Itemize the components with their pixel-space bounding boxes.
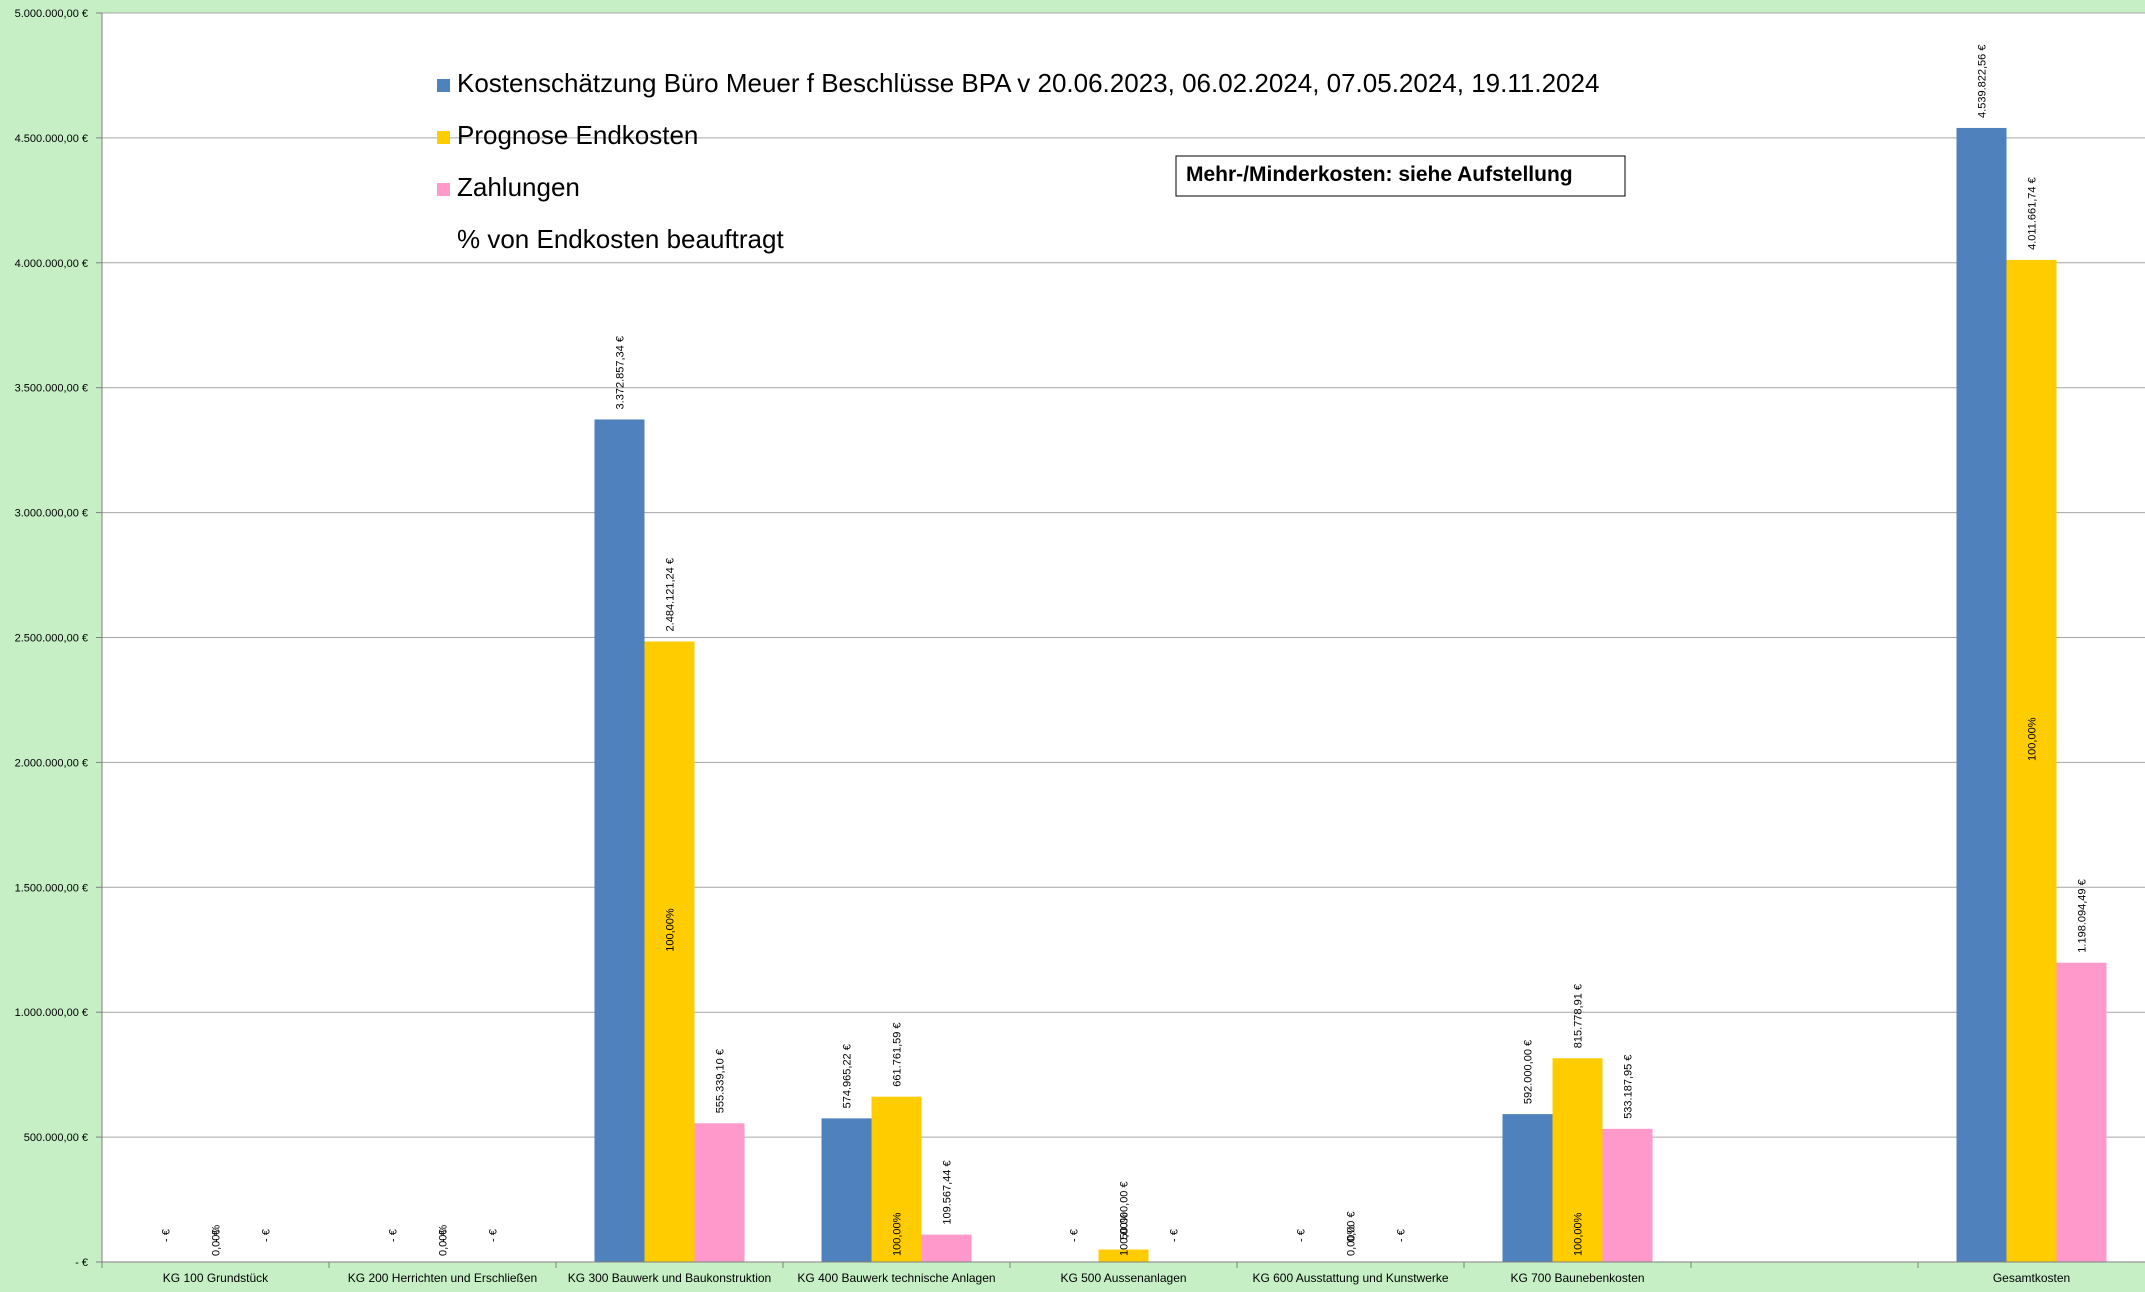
y-tick-label: 3.500.000,00 € <box>15 383 88 395</box>
x-tick-label: KG 700 Baunebenkosten <box>1510 1271 1644 1285</box>
data-label: 592.000,00 € <box>1523 1040 1535 1104</box>
x-tick-label: KG 600 Ausstattung und Kunstwerke <box>1252 1271 1448 1285</box>
data-label: - € <box>438 1229 450 1242</box>
data-label: - € <box>261 1229 273 1242</box>
y-tick-label: 5.000.000,00 € <box>15 8 88 20</box>
data-label: - € <box>1396 1229 1408 1242</box>
data-label: - € <box>1169 1229 1181 1242</box>
percent-label: 100,00% <box>1119 1212 1131 1256</box>
annotation-box <box>1175 155 1626 197</box>
bar <box>821 1118 872 1262</box>
data-label: - € <box>388 1229 400 1242</box>
bar <box>1552 1058 1603 1262</box>
y-tick-label: 4.500.000,00 € <box>15 133 88 145</box>
data-label: 1.198.094,49 € <box>2077 879 2089 952</box>
data-label: 4.011.661,74 € <box>2027 177 2039 250</box>
data-label: 50.000,00 € <box>1119 1181 1131 1239</box>
bar <box>2056 962 2107 1262</box>
percent-label: 100,00% <box>665 908 677 952</box>
data-label: - € <box>1296 1229 1308 1242</box>
y-tick-label: 3.000.000,00 € <box>15 508 88 520</box>
data-label: 0,00 € <box>1346 1211 1358 1242</box>
percent-label: 0,00% <box>211 1225 223 1256</box>
percent-label: 0,00% <box>1346 1225 1358 1256</box>
legend-swatch <box>437 79 450 92</box>
data-label: 574.965,22 € <box>842 1044 854 1108</box>
y-tick-label: 2.500.000,00 € <box>15 633 88 645</box>
data-label: 3.372.857,34 € <box>615 336 627 409</box>
data-label: 2.484.121,24 € <box>665 558 677 631</box>
data-label: 4.539.822,56 € <box>1977 45 1989 118</box>
annotation-text: Mehr-/Minderkosten: siehe Aufstellung <box>1186 163 1573 186</box>
bar <box>1502 1114 1553 1262</box>
data-label: - € <box>211 1229 223 1242</box>
bar <box>2006 259 2057 1262</box>
bar <box>871 1096 922 1262</box>
x-tick-label: KG 500 Aussenanlagen <box>1060 1271 1186 1285</box>
data-label: - € <box>488 1229 500 1242</box>
bar <box>694 1123 745 1262</box>
bar <box>1098 1249 1149 1262</box>
x-tick-label: KG 200 Herrichten und Erschließen <box>348 1271 537 1285</box>
y-tick-label: - € <box>75 1257 88 1269</box>
x-tick-label: Gesamtkosten <box>1993 1271 2070 1285</box>
data-label: 661.761,59 € <box>892 1022 904 1086</box>
data-label: - € <box>1069 1229 1081 1242</box>
y-tick-label: 4.000.000,00 € <box>15 258 88 270</box>
x-tick-label: KG 400 Bauwerk technische Anlagen <box>797 1271 995 1285</box>
y-tick-label: 1.500.000,00 € <box>15 882 88 894</box>
legend-swatch <box>437 183 450 196</box>
data-label: 533.187,95 € <box>1623 1055 1635 1119</box>
percent-label: 100,00% <box>2027 717 2039 761</box>
bar <box>921 1234 972 1262</box>
y-tick-label: 1.000.000,00 € <box>15 1007 88 1019</box>
bar <box>644 641 695 1262</box>
bar <box>1956 127 2007 1263</box>
data-label: 109.567,44 € <box>942 1160 954 1224</box>
legend-label: Zahlungen <box>457 172 580 202</box>
legend-label: Kostenschätzung Büro Meuer f Beschlüsse … <box>457 68 1599 98</box>
legend-label: % von Endkosten beauftragt <box>457 224 784 254</box>
x-tick-label: KG 100 Grundstück <box>163 1271 269 1285</box>
data-label: 555.339,10 € <box>715 1049 727 1113</box>
y-tick-label: 2.000.000,00 € <box>15 757 88 769</box>
x-tick-label: KG 300 Bauwerk und Baukonstruktion <box>568 1271 771 1285</box>
legend-swatch <box>437 131 450 144</box>
data-label: - € <box>161 1229 173 1242</box>
bar <box>1602 1128 1653 1262</box>
percent-label: 0,00% <box>438 1225 450 1256</box>
percent-label: 100,00% <box>1573 1212 1585 1256</box>
y-tick-label: 500.000,00 € <box>24 1132 88 1144</box>
data-label: 815.778,91 € <box>1573 984 1585 1048</box>
legend-label: Prognose Endkosten <box>457 120 698 150</box>
percent-label: 100,00% <box>892 1212 904 1256</box>
bar <box>594 419 645 1263</box>
